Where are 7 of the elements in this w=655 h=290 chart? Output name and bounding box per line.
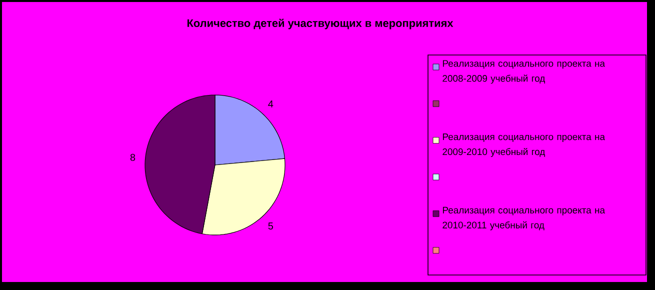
data-label: 5 [268,222,274,230]
chart-title: Количество детей участвующих в мероприятиях [187,18,454,30]
legend-label: Реализация социального проекта на 2010-2011 учебный год [442,206,606,230]
legend-label: Реализация социального проекта на 2009-2010 учебный год [442,134,606,157]
legend-label: Реализация социального проекта на 2008-2009 учебный год [442,60,606,84]
data-label: 8 [130,154,136,161]
data-label: 4 [268,100,274,108]
